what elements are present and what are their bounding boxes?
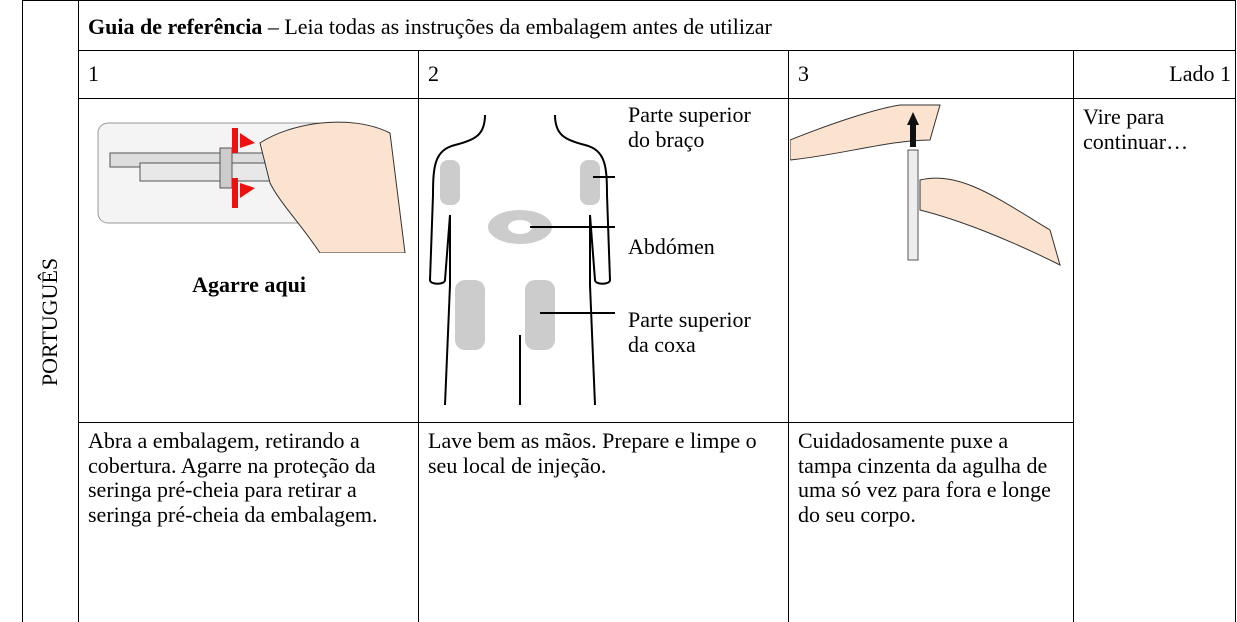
body-label: Parte superior do braço: [628, 102, 751, 152]
header-title: Guia de referência: [88, 14, 263, 39]
step-text: Cuidadosamente puxe a tampa cinzenta da …: [798, 428, 1051, 527]
step-caption: Agarre aqui: [192, 272, 306, 297]
border: [22, 0, 1236, 1]
language-label: PORTUGUÊS: [37, 257, 62, 387]
illustration-tray: [97, 121, 406, 253]
side-note: Vire para continuar…: [1083, 104, 1189, 154]
body-label: Abdómen: [628, 234, 715, 259]
column-number: 2: [428, 61, 439, 86]
header-subtitle: – Leia todas as instruções da embalagem …: [267, 14, 772, 39]
border: [788, 50, 789, 622]
column-number: 3: [798, 61, 809, 86]
border: [78, 98, 1236, 99]
header: Guia de referência – Leia todas as instr…: [88, 14, 772, 40]
border: [78, 0, 79, 622]
border: [78, 50, 1236, 51]
step-text: Lave bem as mãos. Prepare e limpe o seu …: [428, 428, 757, 478]
illustration-body: [428, 114, 615, 406]
illustration-syringe: [790, 104, 1061, 266]
border: [418, 50, 419, 622]
body-label: Parte superior da coxa: [628, 307, 751, 357]
border: [1235, 0, 1236, 622]
border: [1073, 50, 1074, 622]
column-number: 1: [88, 61, 99, 86]
border: [78, 422, 1074, 423]
side-label: Lado 1: [1169, 61, 1231, 86]
step-text: Abra a embalagem, retirando a cobertura.…: [88, 428, 378, 527]
border: [22, 0, 23, 622]
